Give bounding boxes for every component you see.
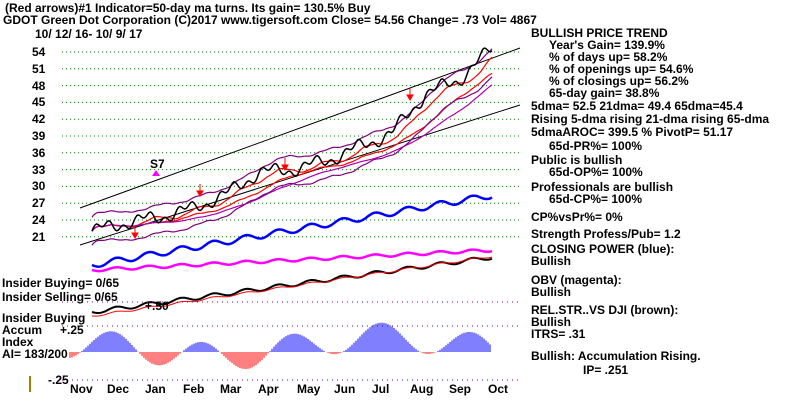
- x-tick-label: Sep: [449, 382, 472, 396]
- upper-band: [91, 48, 493, 218]
- buy-arrow-icon: [281, 158, 289, 171]
- obv-status: Bullish: [531, 285, 572, 299]
- plus25-label: +.25: [60, 323, 84, 337]
- indicator-line: (Red arrows)#1 Indicator=50-day ma turns…: [5, 1, 371, 15]
- rel-strength-ma: [91, 256, 493, 317]
- insider-selling: Insider Selling= 0/65: [2, 290, 118, 304]
- x-tick-label: Apr: [258, 382, 279, 396]
- y-tick-label: 48: [32, 78, 46, 93]
- ma-50: [91, 72, 493, 232]
- itrs: ITRS= .31: [531, 327, 586, 341]
- days-up: % of days up= 58.2%: [549, 50, 668, 64]
- y-tick-label: 42: [32, 112, 46, 127]
- signal-label: S7: [150, 157, 165, 171]
- y-tick-label: 30: [32, 179, 46, 194]
- rel-title: REL.STR..VS DJI (brown):: [531, 303, 679, 317]
- y-tick-label: 39: [32, 129, 46, 143]
- y-tick-label: 33: [32, 162, 46, 177]
- x-tick-label: May: [297, 382, 321, 396]
- buy-arrow-icon: [406, 88, 414, 101]
- upper-trendline: [79, 47, 521, 209]
- y-tick-label: 36: [32, 145, 46, 160]
- obv-title: OBV (magenta):: [531, 273, 622, 287]
- buy-arrow-icon: [196, 184, 204, 197]
- insider-buying-2: Insider Buying: [2, 311, 86, 325]
- y-tick-label: 21: [32, 229, 46, 244]
- price-line: [91, 47, 493, 232]
- y-tick-label: 45: [32, 95, 46, 110]
- rel-status: Bullish: [531, 315, 572, 329]
- professionals-status: Professionals are bullish: [531, 180, 674, 194]
- accum-status: Bullish: Accumulation Rising.: [531, 349, 701, 363]
- x-tick-label: Jul: [372, 382, 390, 396]
- accum-label: Accum: [2, 323, 43, 337]
- strength: Strength Profess/Pub= 1.2: [531, 227, 681, 241]
- rising-dma: Rising 5-dma rising 21-dma rising 65-dma: [531, 112, 770, 126]
- index-label: Index: [2, 335, 34, 349]
- gain-65: 65-day gain= 38.8%: [549, 86, 660, 100]
- cp-vs-pr: CP%vsPr%= 0%: [531, 210, 623, 224]
- y-tick-label: 27: [32, 196, 46, 211]
- cp65: 65d-CP%= 100%: [549, 192, 643, 206]
- y-tick-label: 51: [32, 61, 46, 76]
- ticker-line: GDOT Green Dot Corporation (C)2017 www.t…: [3, 13, 537, 27]
- pr65: 65d-PR%= 100%: [549, 139, 643, 153]
- op65: 65d-OP%= 100%: [549, 165, 643, 179]
- lower-band: [91, 76, 493, 246]
- x-tick-label: Nov: [70, 382, 93, 396]
- obv-line: [91, 248, 493, 273]
- cp-status: Bullish: [531, 254, 572, 268]
- insider-buying: Insider Buying= 0/65: [2, 276, 120, 290]
- ip-value: IP= .251: [583, 363, 629, 377]
- trend-title: BULLISH PRICE TREND: [531, 26, 668, 40]
- dma-values: 5dma= 52.5 21dma= 49.4 65dma=45.4: [531, 99, 743, 113]
- closing-power-line: [91, 194, 493, 268]
- closings-up: % of closings up= 56.2%: [549, 74, 689, 88]
- x-tick-label: Mar: [220, 382, 242, 396]
- public-status: Public is bullish: [531, 153, 623, 167]
- y-tick-label: 54: [32, 45, 46, 59]
- x-tick-label: Dec: [107, 382, 130, 396]
- minus25-label: -.25: [48, 373, 69, 387]
- x-tick-label: Feb: [183, 382, 205, 396]
- cp-title: CLOSING POWER (blue):: [531, 242, 675, 256]
- openings-up: % of openings up= 54.6%: [549, 62, 694, 76]
- date-range: 10/ 12/ 16- 10/ 9/ 17: [35, 27, 143, 41]
- aroc-pivot: 5dmaAROC= 399.5 % PivotP= 51.17: [531, 125, 734, 139]
- rel-strength-line: [91, 256, 493, 315]
- buy-arrow-icon: [131, 226, 139, 239]
- years-gain: Year's Gain= 139.9%: [549, 38, 665, 52]
- ma-21: [91, 56, 493, 232]
- ai-label: AI= 183/200: [2, 347, 68, 361]
- x-tick-label: Jan: [145, 382, 166, 396]
- x-tick-label: Oct: [488, 382, 509, 396]
- y-tick-label: 24: [32, 213, 46, 227]
- x-tick-label: Jun: [334, 382, 356, 396]
- sell-arrow-icon: [152, 170, 160, 176]
- plus50-label: +.50: [145, 299, 169, 313]
- x-tick-label: Aug: [410, 382, 434, 396]
